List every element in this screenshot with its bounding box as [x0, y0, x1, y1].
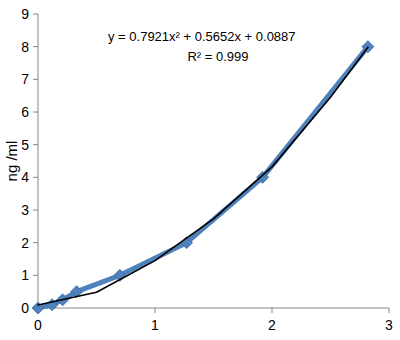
chart-container: 0 1 2 3 4 5 6 7 8 9 0 1 2 3 ng /ml y = 0.7921x² + 0.565… — [0, 0, 400, 340]
y-tick-label: 1 — [21, 267, 29, 283]
annotation: R² = 0.999 — [187, 49, 248, 64]
y-tick — [33, 46, 38, 47]
annotation: y = 0.7921x² + 0.5652x + 0.0887 — [108, 29, 296, 44]
y-tick — [33, 144, 38, 145]
x-tick — [272, 308, 273, 313]
y-tick-label: 7 — [21, 71, 29, 87]
x-tick-label: 1 — [151, 317, 159, 333]
y-tick-label: 2 — [21, 235, 29, 251]
y-tick-label: 3 — [21, 202, 29, 218]
y-tick-label: 4 — [21, 169, 29, 185]
x-tick — [389, 308, 390, 313]
y-tick — [33, 242, 38, 243]
x-axis-line — [38, 308, 389, 309]
y-tick — [33, 112, 38, 113]
trend-line — [38, 47, 368, 305]
y-axis-label: ng /ml — [3, 141, 20, 182]
y-tick — [33, 275, 38, 276]
y-tick-label: 8 — [21, 39, 29, 55]
plot-area — [32, 41, 374, 314]
x-tick-label: 0 — [34, 317, 42, 333]
x-tick — [155, 308, 156, 313]
data-line — [38, 47, 368, 308]
chart-svg: 0 1 2 3 4 5 6 7 8 9 0 1 2 3 ng /ml y = 0.7921x² + 0.565… — [0, 0, 400, 340]
y-tick — [33, 14, 38, 15]
x-tick-label: 3 — [385, 317, 393, 333]
y-tick-label: 5 — [21, 137, 29, 153]
y-tick — [33, 210, 38, 211]
y-tick — [33, 79, 38, 80]
y-tick — [33, 177, 38, 178]
data-marker — [257, 171, 269, 183]
y-tick-label: 9 — [21, 6, 29, 22]
y-tick-label: 0 — [21, 300, 29, 316]
y-tick-label: 6 — [21, 104, 29, 120]
x-tick-label: 2 — [268, 317, 276, 333]
y-axis-line — [38, 14, 39, 308]
